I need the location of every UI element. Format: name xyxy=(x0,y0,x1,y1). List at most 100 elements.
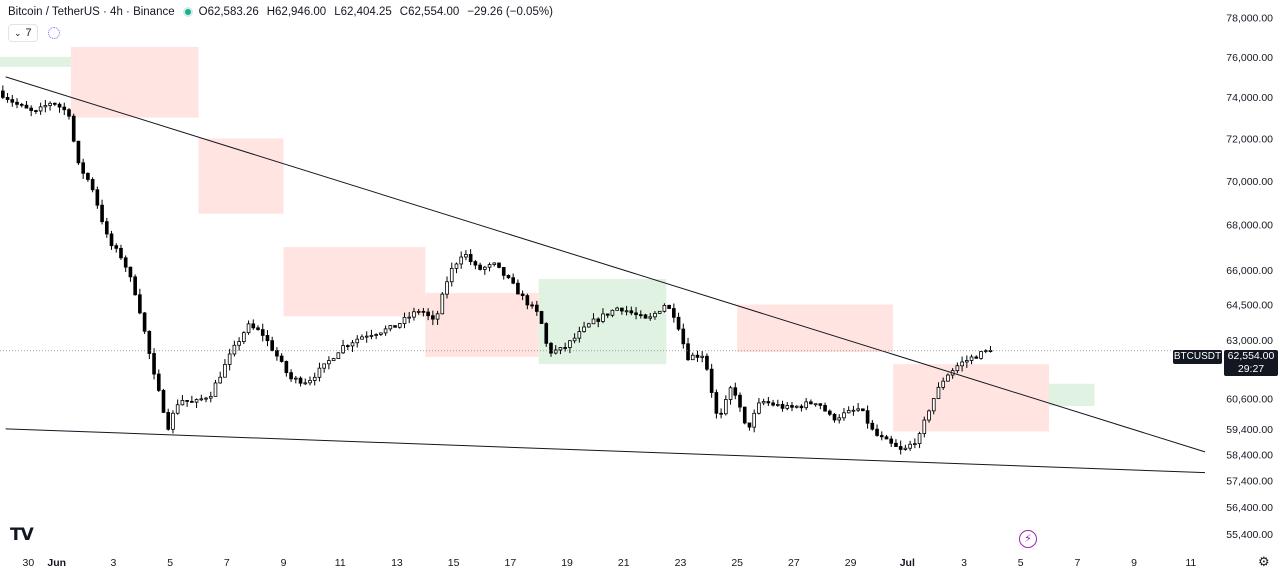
candle xyxy=(43,100,48,113)
candle-body xyxy=(667,304,671,309)
candle xyxy=(473,259,478,270)
candle xyxy=(620,307,624,315)
gear-icon[interactable]: ⚙ xyxy=(1258,555,1270,570)
candle xyxy=(813,403,818,407)
candle-body xyxy=(620,307,624,312)
candle xyxy=(327,356,331,370)
candle xyxy=(695,350,700,362)
indicators-toggle-button[interactable]: ⌄ 7 xyxy=(8,24,38,42)
candle-body xyxy=(71,115,76,142)
loading-icon[interactable] xyxy=(47,27,60,39)
candle xyxy=(605,313,610,319)
time-axis[interactable]: 30 Jun 3 5 7 9 11 13 15 17 19 21 23 25 27 29 Jul 3 5 7 9 11 xyxy=(23,557,1197,569)
candle xyxy=(180,395,185,406)
candle xyxy=(922,416,927,438)
trendline-upper xyxy=(5,76,1206,453)
candle-body xyxy=(251,323,256,329)
candle-body xyxy=(615,307,619,311)
candle-body xyxy=(402,316,407,324)
candle xyxy=(237,337,241,351)
candle-body xyxy=(596,318,601,322)
candle xyxy=(506,274,511,280)
candle xyxy=(161,388,166,413)
candle-body xyxy=(393,325,397,328)
candle xyxy=(837,414,842,424)
y-tick-label: 66,000.00 xyxy=(1226,265,1273,277)
candle xyxy=(946,373,950,382)
candle xyxy=(478,262,482,271)
candle xyxy=(426,308,430,321)
open-value: O62,583.26 xyxy=(198,6,259,18)
candle xyxy=(100,199,104,225)
candle-body xyxy=(714,392,719,414)
candle-body xyxy=(416,310,421,313)
candle xyxy=(501,267,506,280)
x-tick-label: 25 xyxy=(731,557,743,569)
candle xyxy=(733,382,738,400)
cloud-bearish-segment xyxy=(893,364,1050,432)
candle xyxy=(724,395,728,416)
symbol-title[interactable]: Bitcoin / TetherUS · 4h · Binance xyxy=(8,6,175,18)
lightning-icon[interactable]: ⚡ xyxy=(1019,530,1037,548)
candle xyxy=(90,177,95,193)
candle xyxy=(199,394,204,402)
candle xyxy=(865,405,870,429)
candle xyxy=(62,102,67,116)
candle xyxy=(464,250,468,261)
candle xyxy=(71,113,76,143)
candle xyxy=(431,310,435,326)
candle xyxy=(29,105,34,117)
candle xyxy=(686,337,690,361)
candle-body xyxy=(870,422,875,430)
candle-body xyxy=(818,403,823,406)
candle xyxy=(190,395,194,403)
indicator-bar: ⌄ 7 xyxy=(8,24,60,42)
candle-body xyxy=(5,97,10,100)
candle xyxy=(194,398,199,409)
candle xyxy=(700,351,705,363)
price-axis[interactable]: 78,000.00 76,000.00 74,000.00 72,000.00 70,0… xyxy=(1226,13,1273,541)
y-tick-label: 57,400.00 xyxy=(1226,476,1273,488)
candle-body xyxy=(794,405,799,408)
candle xyxy=(246,320,251,335)
candle xyxy=(341,339,345,354)
candle xyxy=(629,306,634,316)
candle-body xyxy=(690,354,695,361)
candle xyxy=(846,406,851,414)
last-price-value: 62,554.00 xyxy=(1227,350,1275,362)
candle xyxy=(435,310,440,325)
y-tick-label: 60,600.00 xyxy=(1226,394,1273,406)
tradingview-logo[interactable]: TV xyxy=(10,525,34,545)
candle-body xyxy=(965,360,969,363)
candle-body xyxy=(364,335,369,338)
candle xyxy=(714,389,719,419)
candle xyxy=(317,362,322,382)
x-tick-label: 11 xyxy=(1185,557,1196,569)
candle-body xyxy=(128,266,133,278)
candle-body xyxy=(501,267,506,276)
candle xyxy=(586,322,591,328)
candle xyxy=(152,348,156,380)
candle xyxy=(308,376,312,386)
candle xyxy=(19,102,24,108)
candle-body xyxy=(298,377,303,384)
candle xyxy=(988,345,993,353)
y-tick-label: 64,500.00 xyxy=(1226,300,1273,312)
candle xyxy=(582,321,586,333)
trendlines[interactable] xyxy=(5,76,1206,474)
candle-body xyxy=(903,447,908,450)
candle xyxy=(875,424,879,437)
candle-body xyxy=(426,311,430,317)
y-tick-label: 55,400.00 xyxy=(1226,529,1273,541)
candle-body xyxy=(506,274,511,279)
trendline-lower xyxy=(5,428,1206,474)
candle-body xyxy=(553,349,558,354)
candle-body xyxy=(15,101,19,105)
candle-body xyxy=(260,329,265,336)
candle-body xyxy=(823,404,827,412)
x-tick-label: 9 xyxy=(281,557,287,569)
x-tick-label: 19 xyxy=(561,557,573,569)
candle xyxy=(109,230,114,250)
candle xyxy=(643,313,648,319)
